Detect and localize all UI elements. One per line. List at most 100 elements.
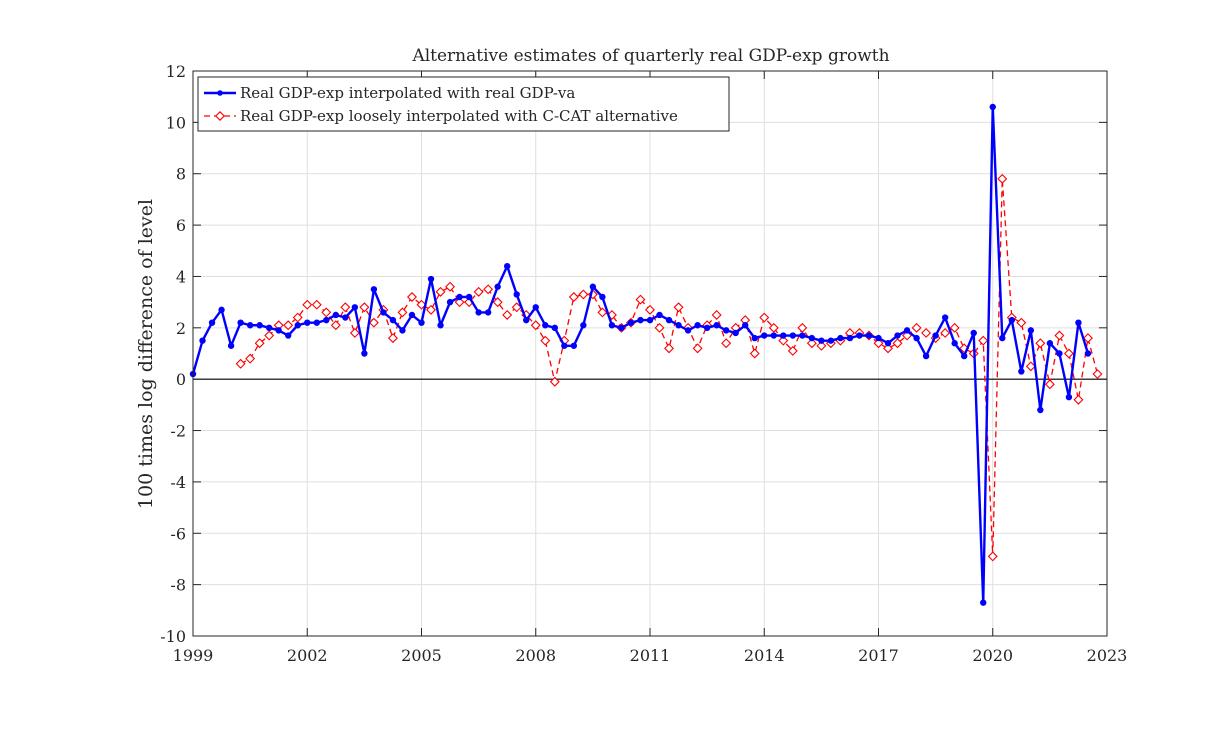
series-1-point bbox=[751, 334, 758, 342]
series-1-point bbox=[418, 319, 425, 326]
series-1-point bbox=[951, 340, 958, 347]
series-1-point bbox=[608, 322, 616, 329]
y-tick-label: -10 bbox=[160, 627, 186, 646]
series-1-point bbox=[265, 324, 273, 332]
series-2-point bbox=[749, 348, 760, 359]
series-2-point bbox=[759, 312, 770, 323]
series-1-point bbox=[208, 319, 216, 326]
series-1-point bbox=[646, 316, 654, 324]
series-2-point bbox=[540, 335, 551, 346]
series-2-point bbox=[949, 322, 960, 333]
series-1-point bbox=[294, 322, 301, 329]
series-2-point bbox=[407, 292, 417, 302]
series-1-point bbox=[875, 334, 882, 342]
series-1-point bbox=[903, 327, 911, 334]
series-1-point bbox=[884, 340, 892, 347]
series-2-point bbox=[502, 309, 513, 320]
series-1-point bbox=[989, 103, 996, 111]
series-2-point bbox=[806, 338, 817, 349]
series-1-point bbox=[780, 332, 787, 339]
series-1-point bbox=[199, 337, 206, 344]
series-2-point bbox=[473, 286, 484, 297]
series-2-point bbox=[330, 320, 341, 331]
series-2-point bbox=[1073, 394, 1084, 405]
x-tick-label: 2017 bbox=[858, 646, 899, 665]
series-1-point bbox=[227, 342, 235, 349]
series-2-point bbox=[1016, 317, 1027, 328]
series-2-point bbox=[254, 338, 265, 349]
series-1-point bbox=[856, 332, 863, 339]
legend-item-2: Real GDP-exp loosely interpolated with C… bbox=[204, 107, 678, 125]
series-1-point bbox=[999, 334, 1006, 342]
series-2-point bbox=[1063, 348, 1074, 359]
series-1-point bbox=[1046, 340, 1054, 347]
axis-ticks: 1999 2002 2005 2008 2011 2014 2017 2020 2023 -10 -… bbox=[160, 62, 1127, 665]
series-1-point bbox=[799, 332, 806, 339]
series-2-point bbox=[1044, 379, 1055, 390]
series-1-point bbox=[361, 350, 368, 357]
series-1-point bbox=[1037, 406, 1044, 414]
y-tick-label: -8 bbox=[170, 576, 186, 595]
series-2-point bbox=[768, 322, 779, 333]
x-tick-label: 2020 bbox=[972, 646, 1013, 665]
x-tick-label: 2008 bbox=[515, 646, 556, 665]
series-1-point bbox=[980, 599, 987, 606]
series-2-point bbox=[597, 307, 608, 318]
series-2-point bbox=[921, 327, 932, 338]
series-1-point bbox=[770, 332, 777, 339]
series-2-point bbox=[654, 322, 665, 333]
series-1-point bbox=[846, 334, 854, 342]
series-1-point bbox=[323, 316, 330, 324]
series-2-point bbox=[883, 343, 893, 354]
series-1-point bbox=[722, 327, 730, 334]
series-1-point bbox=[599, 293, 606, 301]
y-axis-title: 100 times log difference of level bbox=[135, 199, 157, 509]
series-2-point bbox=[787, 345, 798, 356]
series-2-line bbox=[240, 178, 1099, 558]
series-2-point bbox=[483, 284, 494, 295]
series-2-point bbox=[635, 294, 646, 305]
series-2-point bbox=[530, 320, 541, 331]
grid bbox=[192, 70, 1108, 637]
series-1-point bbox=[675, 322, 682, 329]
series-2-point bbox=[445, 281, 456, 292]
x-tick-label: 2005 bbox=[401, 646, 442, 665]
series-1-point bbox=[380, 309, 387, 316]
series-2-point bbox=[245, 353, 256, 364]
series-1-point bbox=[703, 324, 711, 332]
series-1-point bbox=[627, 319, 635, 326]
series-1-point bbox=[237, 319, 244, 326]
series-2-point bbox=[711, 309, 722, 320]
series-1-point bbox=[656, 311, 663, 319]
series-2-point bbox=[264, 330, 275, 341]
series-2-point bbox=[349, 327, 360, 338]
series-2-point bbox=[873, 338, 884, 349]
series-2-point bbox=[1092, 369, 1103, 380]
series-2-point bbox=[416, 299, 427, 310]
series-2-point bbox=[492, 297, 503, 308]
series-1-point bbox=[684, 327, 692, 334]
series-2-point bbox=[721, 338, 732, 349]
series-1-point bbox=[351, 304, 359, 311]
y-tick-label: 2 bbox=[176, 319, 186, 338]
series-2-point bbox=[645, 304, 655, 315]
series-1-point bbox=[332, 311, 340, 319]
y-tick-label: 10 bbox=[166, 113, 186, 132]
x-tick-label: 1999 bbox=[173, 646, 214, 665]
x-tick-label: 2014 bbox=[744, 646, 785, 665]
series-1-point bbox=[408, 311, 416, 319]
series-2-point bbox=[511, 302, 522, 313]
series-1-point bbox=[932, 332, 939, 339]
legend-swatch-marker bbox=[215, 111, 225, 121]
series-2-point bbox=[997, 173, 1008, 184]
series-2-point bbox=[692, 343, 703, 354]
y-tick-label: 6 bbox=[176, 216, 186, 235]
series-2-point bbox=[987, 551, 998, 562]
series-1-point bbox=[370, 286, 378, 293]
series-2-point bbox=[664, 343, 675, 354]
series-1-line bbox=[191, 105, 1090, 604]
series-1-point bbox=[713, 322, 720, 329]
series-1-point bbox=[894, 332, 901, 339]
